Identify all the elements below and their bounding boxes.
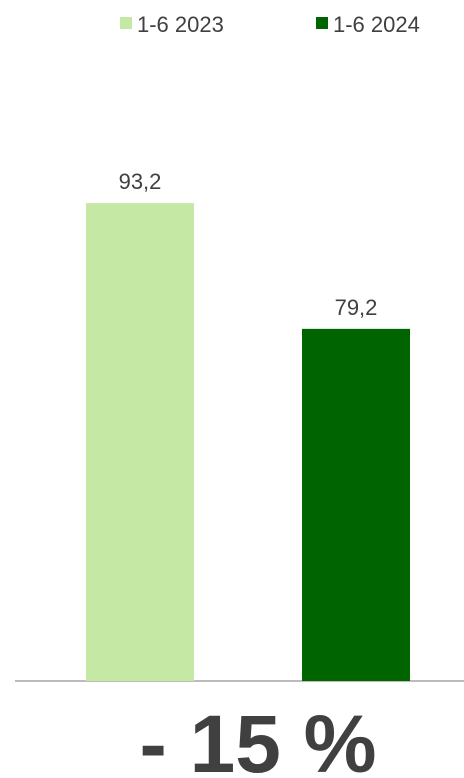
value-label: 79,2 bbox=[335, 295, 378, 320]
change-annotation: - 15 % bbox=[140, 699, 377, 778]
bar bbox=[302, 328, 410, 681]
legend-label: 1-6 2024 bbox=[333, 12, 420, 37]
bar bbox=[86, 203, 194, 681]
legend-swatch bbox=[120, 17, 132, 29]
value-label: 93,2 bbox=[119, 169, 162, 194]
legend-swatch bbox=[316, 17, 328, 29]
legend-label: 1-6 2023 bbox=[137, 12, 224, 37]
